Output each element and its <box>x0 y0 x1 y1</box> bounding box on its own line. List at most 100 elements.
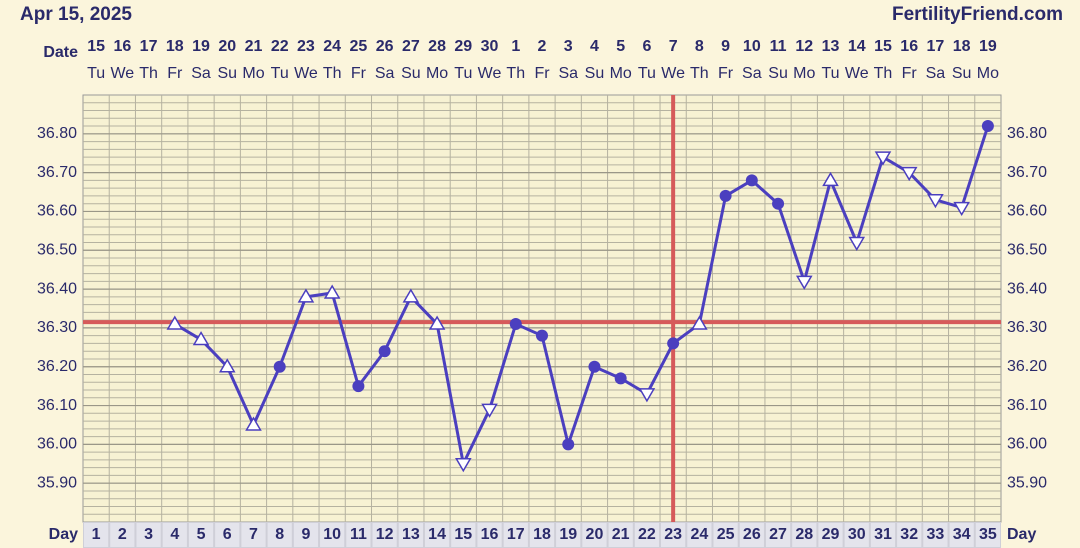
x-tick-label: 26 <box>743 526 761 543</box>
day-cell <box>687 523 712 547</box>
x-tick-label: 29 <box>822 526 840 543</box>
weekday-label: Su <box>768 65 788 82</box>
weekday-label: Tu <box>821 65 839 82</box>
weekday-label: Sa <box>191 65 211 82</box>
date-label: 20 <box>218 38 236 55</box>
date-label: Date <box>43 44 78 61</box>
day-cell <box>556 523 581 547</box>
y-tick-label-right: 36.00 <box>1007 436 1047 453</box>
weekday-label: Tu <box>87 65 105 82</box>
weekday-label: We <box>661 65 685 82</box>
date-label: 3 <box>564 38 573 55</box>
date-label: 23 <box>297 38 315 55</box>
x-tick-label: 28 <box>795 526 813 543</box>
weekday-label: Tu <box>271 65 289 82</box>
day-cell <box>188 523 214 547</box>
date-label: 18 <box>166 38 184 55</box>
x-tick-label: 22 <box>638 526 656 543</box>
day-cell <box>792 523 817 547</box>
date-label: 13 <box>822 38 840 55</box>
weekday-label: Su <box>952 65 972 82</box>
x-tick-label: 32 <box>900 526 918 543</box>
y-tick-label-right: 36.20 <box>1007 358 1047 375</box>
date-label: 27 <box>402 38 420 55</box>
day-cell <box>765 523 791 547</box>
weekday-label: Th <box>690 65 709 82</box>
weekday-label: Tu <box>638 65 656 82</box>
x-tick-label: 19 <box>559 526 577 543</box>
weekday-label: Th <box>874 65 893 82</box>
date-label: 28 <box>428 38 446 55</box>
date-label: 11 <box>770 38 787 55</box>
date-label: 25 <box>350 38 368 55</box>
point <box>719 189 732 202</box>
point-up <box>691 315 708 330</box>
weekday-label: Th <box>139 65 158 82</box>
day-cell <box>346 523 371 547</box>
point-up <box>192 331 210 346</box>
weekday-label: Mo <box>793 65 815 82</box>
date-label: 30 <box>481 38 499 55</box>
x-tick-label: 3 <box>144 526 153 543</box>
date-label: 2 <box>538 38 547 55</box>
point <box>981 120 994 133</box>
date-label: 14 <box>848 38 866 55</box>
y-tick-label-right: 36.80 <box>1007 125 1047 142</box>
date-label: 5 <box>616 38 625 55</box>
weekday-label: Mo <box>242 65 264 82</box>
y-tick-label-right: 36.50 <box>1007 241 1047 258</box>
date-label: 19 <box>979 38 997 55</box>
point-down <box>927 194 944 209</box>
point <box>588 360 601 373</box>
x-tick-label: 13 <box>402 526 420 543</box>
date-label: 22 <box>271 38 289 55</box>
day-label-left: Day <box>49 526 78 543</box>
weekday-label: Fr <box>718 65 734 82</box>
x-tick-label: 33 <box>927 526 945 543</box>
day-cell <box>975 523 1000 547</box>
y-tick-label: 36.50 <box>37 241 77 258</box>
x-tick-label: 11 <box>350 526 367 543</box>
y-tick-label-right: 36.40 <box>1007 280 1047 297</box>
x-tick-label: 6 <box>223 526 232 543</box>
day-cell <box>110 523 135 547</box>
y-tick-label: 36.10 <box>37 397 77 414</box>
date-label: 15 <box>87 38 105 55</box>
weekday-label: Su <box>217 65 237 82</box>
day-cell <box>477 523 502 547</box>
x-tick-label: 31 <box>874 526 892 543</box>
day-cell <box>398 523 423 547</box>
point <box>562 438 575 451</box>
weekday-label: We <box>845 65 869 82</box>
y-tick-label-right: 36.60 <box>1007 203 1047 220</box>
weekday-label: Sa <box>926 65 946 82</box>
x-tick-label: 7 <box>249 526 258 543</box>
weekday-label: We <box>110 65 134 82</box>
weekday-label: Fr <box>351 65 367 82</box>
day-cell <box>215 523 240 547</box>
x-tick-label: 10 <box>323 526 341 543</box>
day-cell <box>844 523 869 547</box>
x-tick-label: 25 <box>717 526 735 543</box>
weekday-label: We <box>478 65 502 82</box>
date-label: 9 <box>721 38 730 55</box>
point-up <box>402 288 420 303</box>
date-label: 7 <box>669 38 678 55</box>
day-cell <box>293 523 319 547</box>
y-tick-label: 36.40 <box>37 280 77 297</box>
x-tick-label: 17 <box>507 526 525 543</box>
point <box>772 197 785 210</box>
y-tick-label-right: 36.70 <box>1007 164 1047 181</box>
day-cell <box>634 523 660 547</box>
weekday-label: Su <box>585 65 605 82</box>
x-tick-label: 24 <box>690 526 708 543</box>
date-label: 26 <box>376 38 394 55</box>
y-tick-label: 36.60 <box>37 203 77 220</box>
date-label: 1 <box>511 38 520 55</box>
weekday-label: Fr <box>902 65 918 82</box>
y-tick-label: 35.90 <box>37 474 77 491</box>
point-down <box>455 458 472 473</box>
day-cell <box>451 523 476 547</box>
weekday-label: Mo <box>977 65 999 82</box>
